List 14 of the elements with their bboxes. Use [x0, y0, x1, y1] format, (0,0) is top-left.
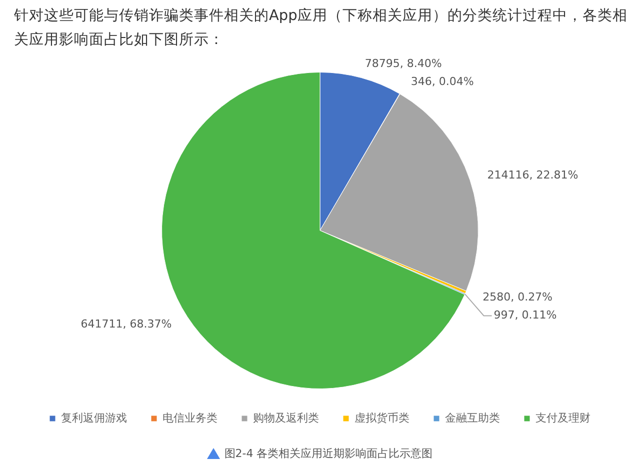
data-label: 997, 0.11%: [494, 308, 557, 322]
legend-label: 购物及返利类: [253, 411, 319, 424]
data-label: 641711, 68.37%: [80, 317, 172, 330]
legend-label: 虚拟货币类: [354, 411, 410, 424]
data-label: 346, 0.04%: [410, 75, 474, 88]
legend-label: 支付及理财: [536, 411, 590, 424]
chart-title: 针对这些可能与传销诈骗类事件相关的App应用（下称相关应用）的分类统计过程中，各类相关应用影响面占比如下图所示：: [14, 6, 628, 50]
legend-label: 金融互助类: [445, 411, 500, 424]
caption: 图2-4 各类相关应用近期影响面占比示意图: [224, 447, 433, 460]
data-label: 2580, 0.27%: [482, 290, 553, 304]
data-label: 214116, 22.81%: [487, 168, 578, 182]
legend-label: 复利返佣游戏: [61, 411, 127, 424]
legend-label: 电信业务类: [162, 411, 218, 424]
data-label: 78795, 8.40%: [364, 57, 442, 70]
